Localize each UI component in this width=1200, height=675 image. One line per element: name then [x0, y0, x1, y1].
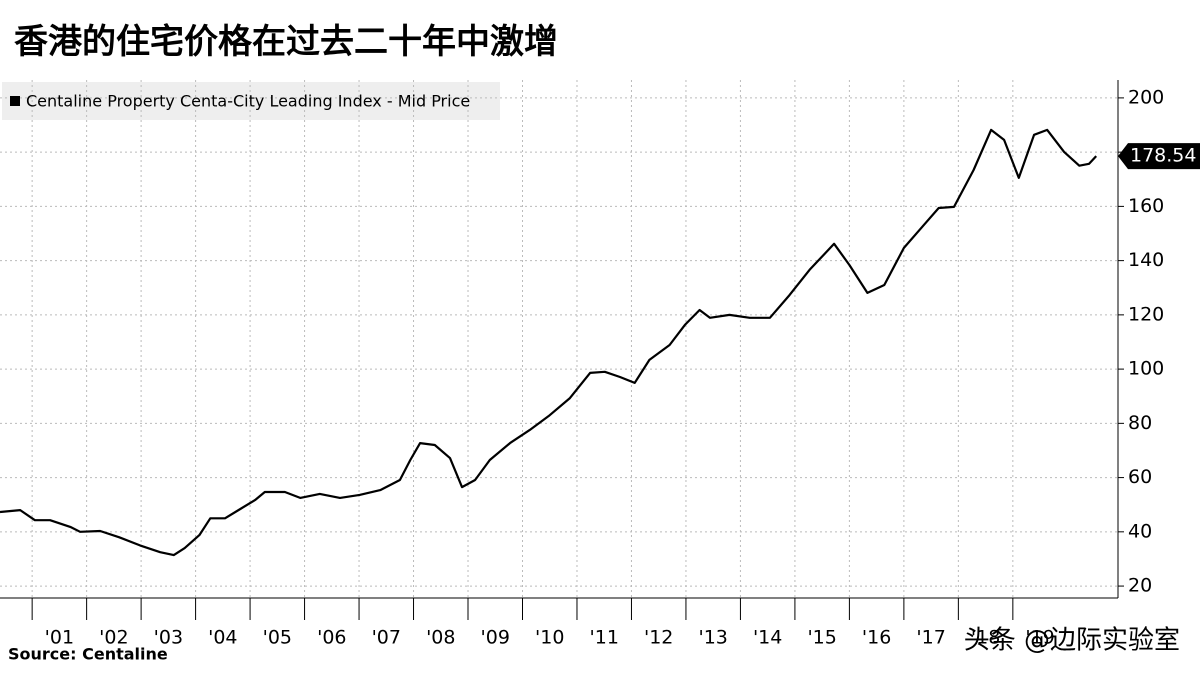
legend-swatch [10, 96, 20, 106]
chart-title: 香港的住宅价格在过去二十年中激增 [14, 22, 558, 62]
x-tick-label: '02 [99, 627, 128, 649]
x-tick-label: '12 [644, 627, 673, 649]
x-tick-label: '04 [208, 627, 237, 649]
source: Source: Centaline [8, 645, 168, 664]
x-tick-label: '09 [481, 627, 510, 649]
x-tick-label: '19 [1025, 627, 1054, 649]
value-label: 178.54 [1130, 145, 1196, 167]
x-tick-label: '06 [317, 627, 346, 649]
y-tick-label: 200 [1128, 86, 1164, 108]
y-tick-label: 20 [1128, 575, 1152, 597]
x-tick-label: '01 [45, 627, 74, 649]
x-tick-label: '07 [372, 627, 401, 649]
x-tick-label: '16 [862, 627, 891, 649]
legend-label: Centaline Property Centa-City Leading In… [26, 92, 470, 111]
y-tick-label: 140 [1128, 249, 1164, 271]
x-tick-label: '14 [753, 627, 782, 649]
x-tick-label: '05 [263, 627, 292, 649]
y-tick-label: 160 [1128, 195, 1164, 217]
line [0, 128, 1098, 557]
watermark: 头条 @边际实验室 [964, 626, 1180, 656]
x-tick-label: '10 [535, 627, 564, 649]
x-tick-label: '11 [590, 627, 619, 649]
x-tick-label: '08 [426, 627, 455, 649]
y-tick-label: 40 [1128, 520, 1152, 542]
x-tick-label: '03 [154, 627, 183, 649]
y-tick-label: 120 [1128, 303, 1164, 325]
x-tick-label: '13 [698, 627, 727, 649]
y-tick-label: 60 [1128, 466, 1152, 488]
x-tick-label: '18 [971, 627, 1000, 649]
value-label-box [1118, 143, 1200, 170]
y-tick-label: 100 [1128, 358, 1164, 380]
y-tick-label: 80 [1128, 412, 1152, 434]
x-tick-label: '15 [807, 627, 836, 649]
x-tick-label: '17 [916, 627, 945, 649]
legend-box [2, 82, 500, 120]
